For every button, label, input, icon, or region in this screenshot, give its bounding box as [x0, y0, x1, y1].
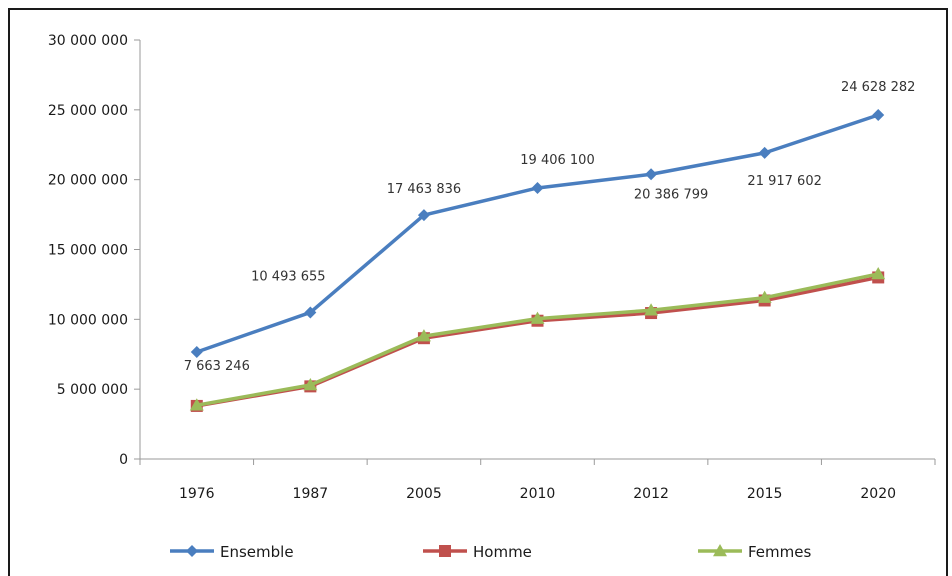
data-label: 21 917 602: [747, 174, 821, 189]
legend-label-ensemble: Ensemble: [220, 543, 294, 561]
y-tick-label: 20 000 000: [48, 173, 128, 189]
series-femmes: [189, 266, 886, 411]
chart-frame: 0 5 000 000 10 000 000 15 000 000 20 000 000…: [8, 8, 948, 576]
data-label: 20 386 799: [634, 187, 708, 202]
y-tick-label: 10 000 000: [48, 312, 128, 328]
data-point-ensemble: [531, 181, 544, 194]
data-label: 17 463 836: [387, 182, 461, 197]
series-ensemble: [190, 109, 885, 358]
data-point-ensemble: [190, 345, 203, 358]
y-tick-label: 5 000 000: [57, 382, 128, 398]
y-tick-label: 0: [119, 452, 128, 468]
data-point-femmes: [189, 398, 204, 411]
x-tick-label: 2015: [747, 486, 783, 502]
legend-item-homme: Homme: [423, 543, 532, 561]
y-tick-label: 15 000 000: [48, 243, 128, 259]
y-tick-label: 25 000 000: [48, 103, 128, 119]
series-layer: [189, 109, 886, 412]
data-point-femmes: [303, 377, 318, 391]
legend-marker-ensemble: [186, 545, 198, 557]
x-tick-label: 2020: [860, 486, 896, 502]
series-line-femmes: [196, 272, 879, 407]
legend: Ensemble Homme Femmes: [170, 543, 811, 561]
data-label: 19 406 100: [520, 153, 594, 168]
data-label: 24 628 282: [841, 80, 915, 95]
line-chart: 0 5 000 000 10 000 000 15 000 000 20 000 000…: [48, 33, 936, 561]
data-point-ensemble: [872, 109, 885, 122]
data-labels: 7 663 246 10 493 655 17 463 836 19 406 100 2…: [184, 80, 916, 374]
y-tick-label: 30 000 000: [48, 33, 128, 49]
x-tick-label: 1976: [179, 486, 215, 502]
x-tick-label: 2010: [520, 486, 556, 502]
legend-item-ensemble: Ensemble: [170, 543, 294, 561]
data-point-femmes: [644, 303, 659, 316]
data-point-femmes: [757, 290, 772, 303]
legend-marker-femmes: [713, 544, 727, 557]
data-point-ensemble: [304, 306, 317, 319]
legend-marker-homme: [439, 545, 451, 557]
x-tick-label: 1987: [293, 486, 329, 502]
data-label: 7 663 246: [184, 359, 250, 374]
legend-label-femmes: Femmes: [748, 543, 811, 561]
x-axis: 1976 1987 2005 2010 2012 2015 2020: [139, 458, 936, 502]
data-label: 10 493 655: [251, 269, 325, 284]
y-axis: 0 5 000 000 10 000 000 15 000 000 20 000 000…: [48, 33, 141, 468]
data-point-ensemble: [417, 209, 430, 222]
data-point-ensemble: [758, 146, 771, 159]
x-tick-label: 2005: [406, 486, 442, 502]
series-homme: [190, 271, 885, 412]
data-point-femmes: [416, 329, 431, 342]
legend-item-femmes: Femmes: [698, 543, 811, 561]
data-point-femmes: [530, 311, 545, 324]
data-point-femmes: [871, 266, 886, 280]
data-point-ensemble: [645, 168, 658, 181]
x-tick-label: 2012: [633, 486, 669, 502]
legend-label-homme: Homme: [473, 543, 532, 561]
